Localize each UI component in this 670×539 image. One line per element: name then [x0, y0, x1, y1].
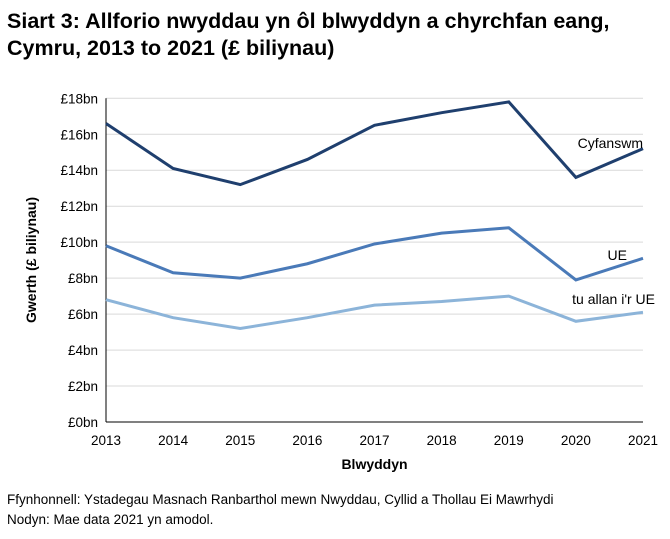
y-tick-label: £2bn: [68, 379, 98, 394]
x-tick-label: 2018: [427, 433, 457, 448]
footnote: Nodyn: Mae data 2021 yn amodol.: [7, 512, 214, 527]
series-line-1: [105, 226, 644, 282]
y-tick-label: £6bn: [68, 307, 98, 322]
x-tick-label: 2013: [91, 433, 121, 448]
x-tick-label: 2020: [561, 433, 591, 448]
series-label: tu allan i'r UE: [572, 291, 655, 307]
x-tick-label: 2016: [292, 433, 322, 448]
chart-title: Siart 3: Allforio nwyddau yn ôl blwyddyn…: [7, 9, 610, 60]
x-tick-label: 2019: [494, 433, 524, 448]
y-tick-label: £0bn: [68, 415, 98, 430]
series-label: Cyfanswm: [578, 135, 643, 151]
y-tick-label: £14bn: [60, 163, 98, 178]
y-tick-label: £16bn: [60, 127, 98, 142]
y-axis-title: Gwerth (£ biliynau): [23, 197, 39, 323]
y-tick-label: £10bn: [60, 235, 98, 250]
x-axis-title: Blwyddyn: [341, 456, 407, 472]
series-label: UE: [608, 247, 627, 263]
series-line-0: [105, 100, 644, 187]
y-tick-label: £18bn: [60, 91, 98, 106]
series-line-2: [105, 294, 644, 331]
source-note: Ffynhonnell: Ystadegau Masnach Ranbartho…: [7, 492, 554, 507]
x-tick-label: 2015: [225, 433, 255, 448]
x-tick-label: 2021: [628, 433, 658, 448]
y-tick-label: £12bn: [60, 199, 98, 214]
y-tick-label: £4bn: [68, 343, 98, 358]
x-tick-label: 2017: [359, 433, 389, 448]
y-tick-label: £8bn: [68, 271, 98, 286]
x-tick-label: 2014: [158, 433, 189, 448]
line-chart: £0bn £2bn £4bn £6bn £8bn £10bn £12bn £14bn £16bn…: [23, 91, 658, 472]
